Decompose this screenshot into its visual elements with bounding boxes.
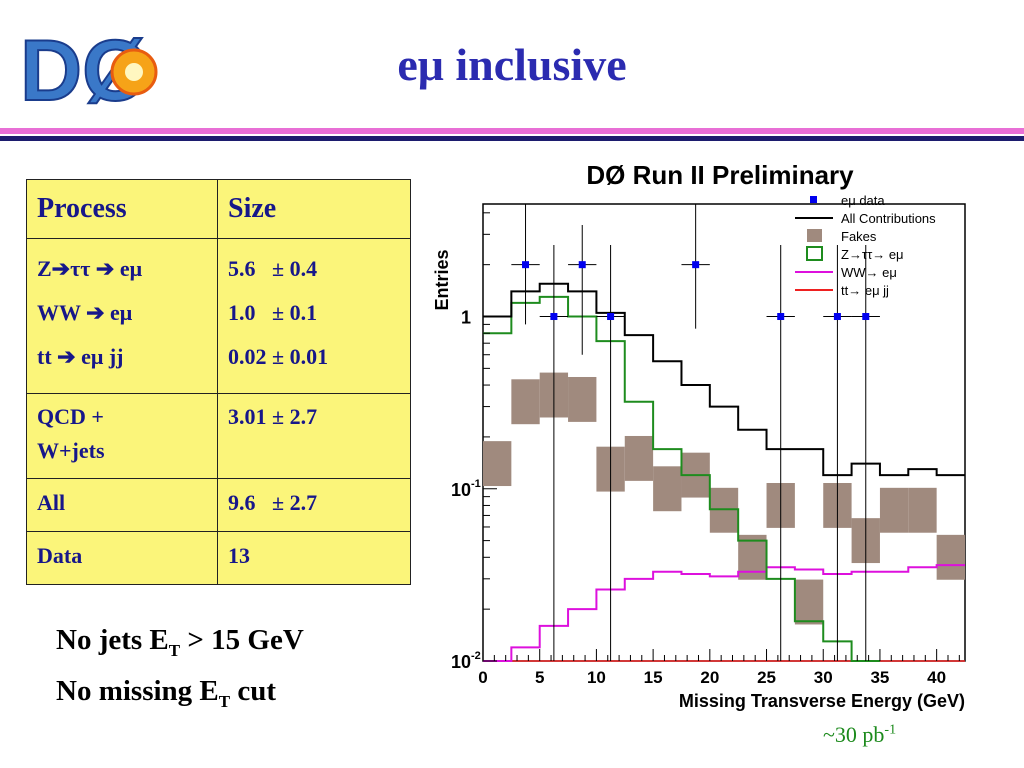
data-point [522, 261, 530, 269]
table-row: All 9.6 ± 2.7 [26, 478, 411, 532]
y-tick-label: 10 [451, 652, 471, 672]
title-divider [0, 128, 1024, 142]
fakes-box [794, 579, 824, 625]
d0-logo: DØ [19, 26, 158, 114]
x-axis-label: Missing Transverse Energy (GeV) [679, 691, 965, 711]
legend-label: tt→ eμ jj [841, 283, 889, 298]
x-tick-label: 30 [814, 668, 833, 687]
slide-title: eμ inclusive [397, 39, 627, 90]
selection-notes: No jets ET > 15 GeV No missing ET cut [56, 620, 304, 722]
legend-label: eμ data [841, 193, 885, 208]
x-tick-label: 5 [535, 668, 544, 687]
legend-label: All Contributions [841, 211, 936, 226]
x-tick-label: 40 [927, 668, 946, 687]
size-cell: 5.6 ± 0.4 1.0 ± 0.1 0.02 ± 0.01 [217, 238, 411, 394]
fakes-box [936, 534, 965, 580]
process-size-table: Process Size Z➔ττ ➔ eμ WW ➔ eμ tt ➔ eμ j… [26, 179, 411, 585]
note-no-jets: No jets ET > 15 GeV [56, 624, 304, 660]
process-ztautau: Z➔ττ ➔ eμ [37, 256, 143, 281]
all-contributions-step-line [483, 282, 965, 477]
size-qcd: 3.01 ± 2.7 [228, 404, 318, 429]
process-all: All [26, 478, 218, 532]
y-tick-exponent: -1 [471, 478, 481, 490]
fakes-box [653, 466, 682, 512]
process-ww: WW ➔ eμ [37, 300, 133, 325]
chart-title: DØ Run II Preliminary [586, 160, 854, 190]
x-tick-label: 25 [757, 668, 776, 687]
luminosity-label: ~30 pb-1 [823, 722, 897, 747]
legend-marker [807, 229, 822, 242]
size-data: 13 [217, 531, 411, 585]
data-point [607, 313, 615, 321]
data-point [692, 261, 700, 269]
x-tick-label: 10 [587, 668, 606, 687]
process-cell: Z➔ττ ➔ eμ WW ➔ eμ tt ➔ eμ jj [26, 238, 218, 394]
data-point [777, 313, 785, 321]
table-header-row: Process Size [26, 179, 411, 239]
data-point [578, 261, 586, 269]
process-wjets: W+jets [37, 438, 105, 463]
y-tick-label: 1 [461, 308, 471, 328]
table-row: Data 13 [26, 531, 411, 585]
size-ztautau: 5.6 ± 0.4 [228, 256, 318, 281]
size-cell: 3.01 ± 2.7 [217, 393, 411, 479]
legend-label: WW→ eμ [841, 265, 897, 280]
x-tick-label: 20 [700, 668, 719, 687]
table-row: QCD + W+jets 3.01 ± 2.7 [26, 393, 411, 479]
header-process: Process [26, 179, 218, 239]
ww-step-line [483, 564, 965, 662]
y-axis-label: Entries [432, 249, 452, 310]
data-point [550, 313, 558, 321]
process-tt: tt ➔ eμ jj [37, 344, 124, 369]
data-point [862, 313, 870, 321]
x-tick-label: 35 [870, 668, 889, 687]
size-ww: 1.0 ± 0.1 [228, 300, 318, 325]
size-all: 9.6 ± 2.7 [217, 478, 411, 532]
header-size: Size [217, 179, 411, 239]
fakes-box [511, 379, 540, 425]
process-cell: QCD + W+jets [26, 393, 218, 479]
legend-marker [810, 196, 817, 203]
note-no-met-cut: No missing ET cut [56, 674, 277, 711]
fakes-box [908, 487, 937, 533]
legend-label: Fakes [841, 229, 877, 244]
fakes-box [879, 487, 909, 533]
table-row: Z➔ττ ➔ eμ WW ➔ eμ tt ➔ eμ jj 5.6 ± 0.4 1… [26, 238, 411, 394]
legend-label: Z→ττ→ eμ [841, 247, 904, 262]
x-tick-label: 15 [644, 668, 663, 687]
y-tick-exponent: -2 [471, 650, 481, 662]
x-tick-label: 0 [478, 668, 487, 687]
data-point [833, 313, 841, 321]
process-qcd: QCD + [37, 404, 104, 429]
y-tick-label: 10 [451, 480, 471, 500]
fakes-box [483, 441, 512, 487]
fakes-box [568, 376, 597, 422]
legend-marker [806, 246, 823, 261]
process-data: Data [26, 531, 218, 585]
size-tt: 0.02 ± 0.01 [228, 344, 329, 369]
fakes-box [624, 435, 654, 481]
